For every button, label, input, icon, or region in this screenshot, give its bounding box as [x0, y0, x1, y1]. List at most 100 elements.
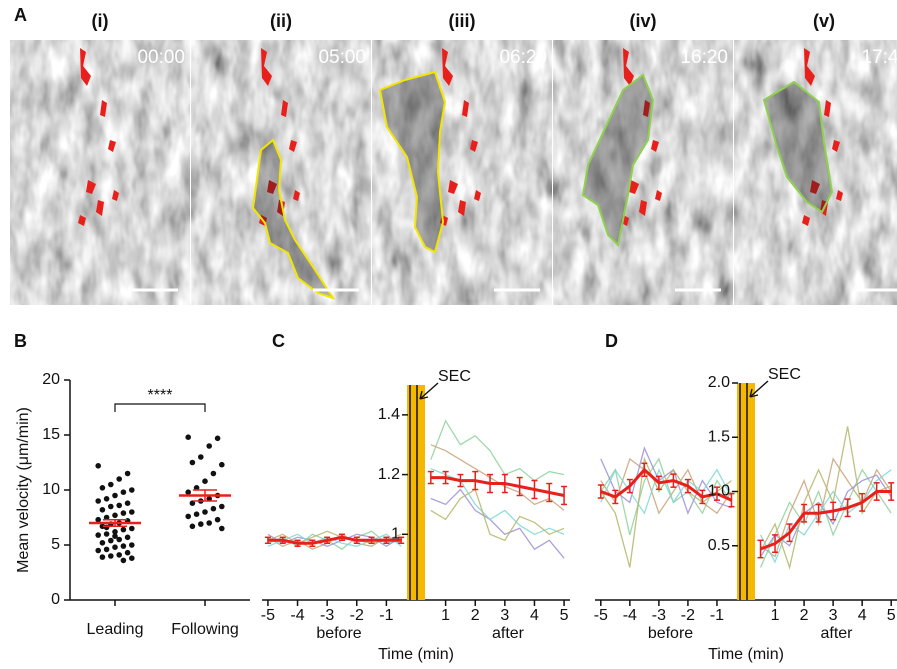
- data-point: [124, 549, 131, 556]
- cell-outline: [581, 73, 655, 248]
- y-tick-label: 1.5: [708, 428, 730, 445]
- data-point: [103, 496, 110, 502]
- data-point: [129, 525, 135, 532]
- data-point: [99, 554, 106, 560]
- y-tick-label: 0: [51, 591, 60, 608]
- data-point: [116, 536, 122, 543]
- micrograph: [372, 40, 552, 305]
- data-point: [193, 485, 200, 491]
- data-point: [116, 502, 122, 509]
- panel-letter: C: [272, 331, 285, 351]
- time-lapse-frames: [10, 40, 897, 305]
- data-point: [103, 546, 110, 553]
- frame-label: (v): [813, 11, 835, 31]
- frame-label: (iv): [630, 11, 657, 31]
- x-tick-label: Following: [171, 621, 239, 638]
- data-point: [198, 521, 204, 527]
- data-point: [112, 492, 118, 499]
- data-point: [206, 520, 212, 526]
- x-tick-label: -3: [652, 607, 666, 624]
- data-point: [219, 525, 225, 532]
- y-tick-label: 10: [42, 481, 60, 498]
- significance-bracket: [114, 403, 206, 412]
- data-point: [189, 459, 196, 466]
- event-band: [737, 383, 755, 600]
- panel-letter: A: [14, 5, 27, 25]
- data-point: [198, 454, 204, 460]
- timestamp: 17:40: [861, 47, 897, 68]
- timestamp: 16:20: [680, 47, 728, 68]
- data-point: [202, 478, 208, 485]
- event-band: [407, 385, 425, 600]
- data-point: [95, 498, 101, 504]
- data-point: [99, 507, 106, 513]
- y-tick-label: 1: [391, 526, 400, 543]
- event-annotation: SEC: [438, 368, 471, 385]
- micrograph: [10, 40, 190, 305]
- x-group-label: before: [648, 625, 693, 642]
- panel-letter: D: [605, 331, 618, 351]
- data-point: [99, 485, 106, 491]
- frame-label: (i): [92, 11, 109, 31]
- y-axis-label: Mean velocity (μm/min): [15, 407, 32, 573]
- data-point: [112, 529, 118, 535]
- data-point: [219, 461, 225, 468]
- micrograph: [553, 40, 733, 305]
- x-tick-label: -4: [290, 607, 304, 624]
- timestamp: 00:00: [137, 47, 185, 68]
- cell-outline: [378, 70, 447, 254]
- data-point: [95, 532, 101, 538]
- mean-line: [600, 467, 892, 551]
- data-point: [129, 542, 135, 548]
- data-point: [129, 555, 135, 561]
- y-tick-label: 15: [42, 426, 60, 443]
- data-point: [189, 500, 196, 507]
- data-point: [214, 516, 221, 523]
- data-point: [189, 523, 196, 530]
- data-point: [129, 509, 135, 515]
- data-point: [202, 509, 208, 515]
- y-tick-label: 20: [42, 371, 60, 388]
- data-point: [95, 516, 101, 523]
- timestamp: 05:00: [318, 47, 366, 68]
- y-tick-label: 1.0: [708, 483, 730, 500]
- data-point: [99, 523, 106, 530]
- x-tick-label: 1: [441, 607, 450, 624]
- data-point: [210, 505, 217, 512]
- data-point: [120, 489, 127, 496]
- x-tick-label: 3: [829, 607, 838, 624]
- data-point: [108, 553, 114, 559]
- data-point: [112, 512, 118, 519]
- data-point: [108, 537, 114, 544]
- panel-letter: B: [14, 331, 27, 351]
- frame-label: (ii): [270, 11, 292, 31]
- data-point: [210, 470, 217, 477]
- cell-outline: [762, 80, 834, 214]
- x-tick-label: -1: [710, 607, 724, 624]
- y-tick-label: 0.5: [708, 537, 730, 554]
- data-point: [112, 533, 118, 539]
- x-tick-label: 4: [530, 607, 539, 624]
- x-group-label: before: [316, 625, 361, 642]
- x-tick-label: -1: [379, 607, 393, 624]
- data-point: [108, 503, 114, 510]
- data-point: [120, 543, 127, 549]
- y-tick-label: 1.2: [378, 466, 400, 483]
- data-point: [103, 524, 110, 531]
- data-point: [108, 481, 114, 488]
- data-point: [95, 547, 101, 554]
- x-tick-label: 2: [471, 607, 480, 624]
- data-point: [95, 463, 101, 469]
- data-point: [193, 511, 200, 517]
- x-tick-label: -2: [350, 607, 364, 624]
- mean-line: [267, 476, 565, 545]
- timestamp: 06:20: [499, 47, 547, 68]
- data-point: [103, 531, 110, 537]
- micrograph: [734, 40, 897, 305]
- frame-label: (iii): [449, 11, 476, 31]
- data-point: [124, 470, 131, 477]
- data-point: [116, 552, 122, 558]
- x-tick-label: -5: [594, 607, 608, 624]
- trace-line: [600, 468, 892, 564]
- x-tick-label: Leading: [87, 621, 144, 638]
